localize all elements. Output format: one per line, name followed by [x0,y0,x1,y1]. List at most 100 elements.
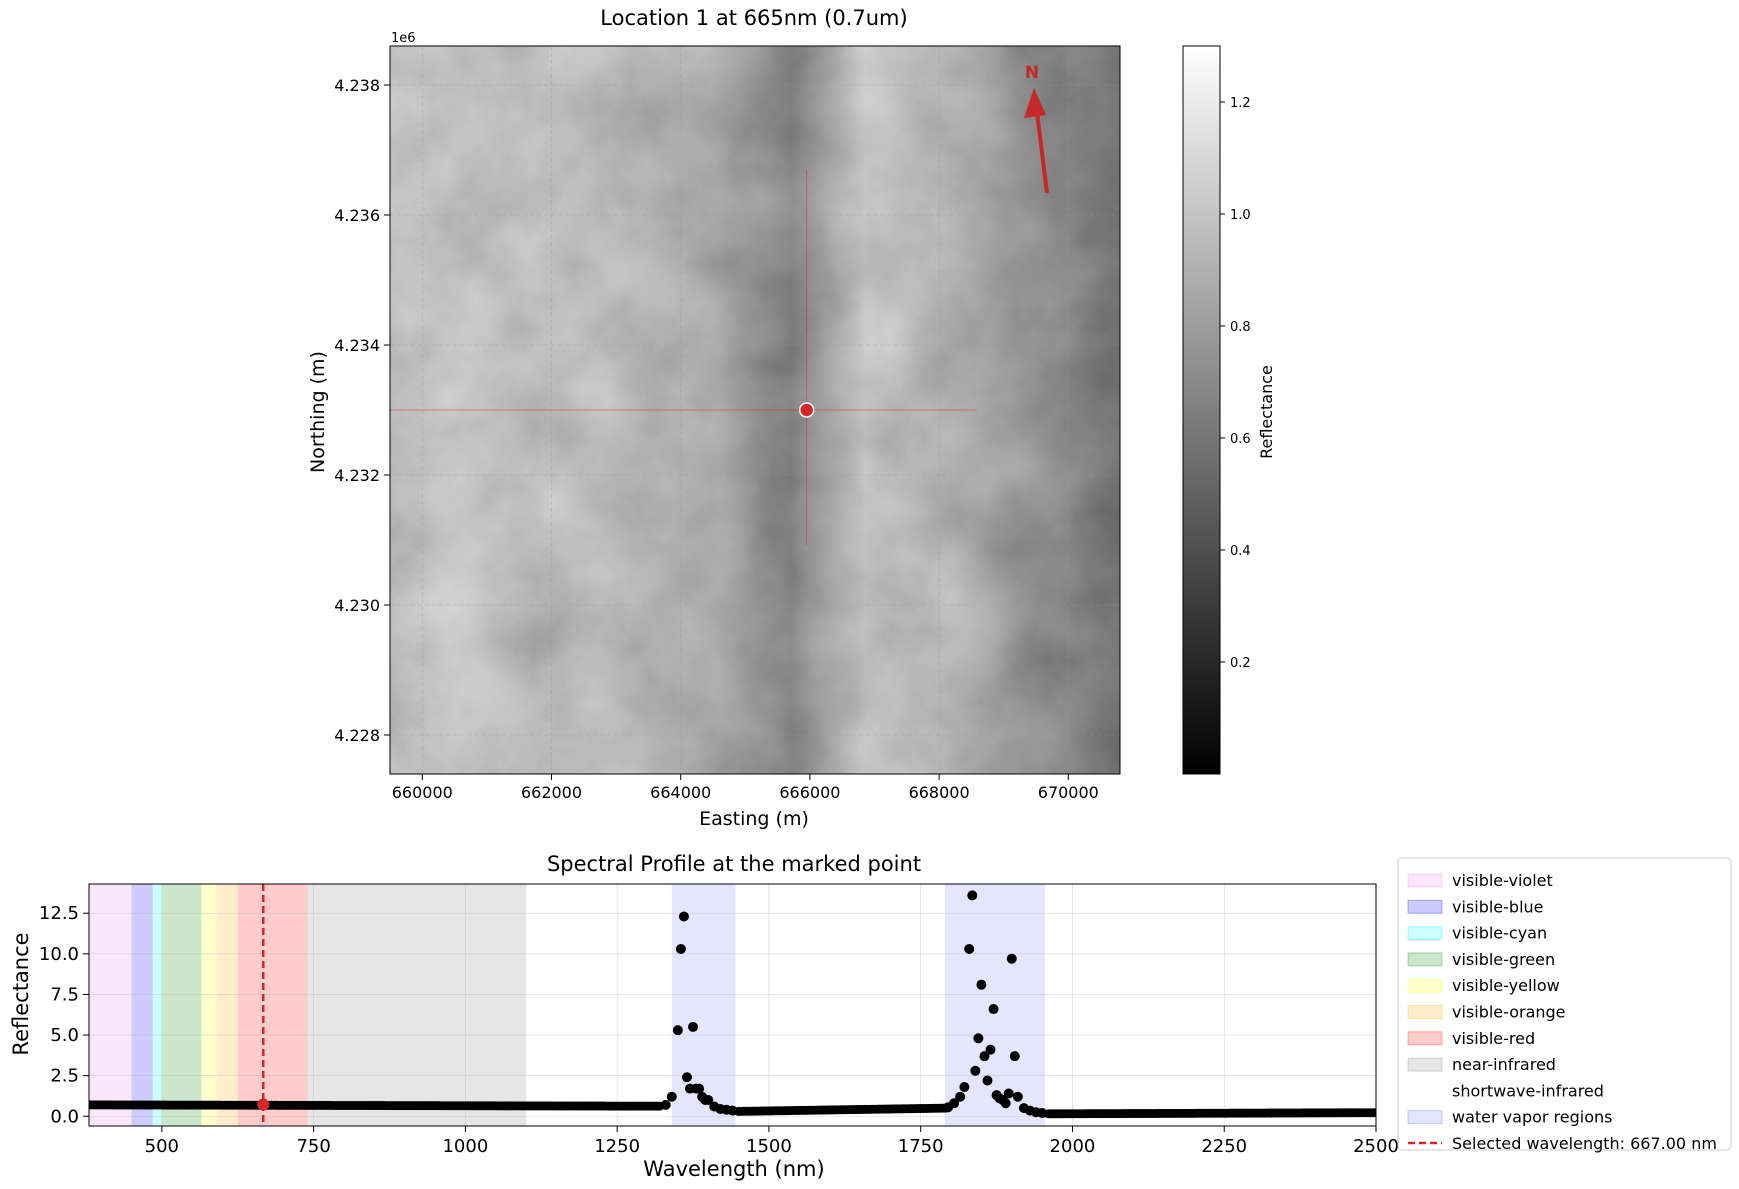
spectral-y-tick-label: 7.5 [50,984,79,1005]
legend-label: water vapor regions [1452,1108,1613,1127]
data-point [1012,1091,1023,1102]
legend-label: near-infrared [1452,1055,1556,1074]
data-point [988,1004,999,1015]
map-x-tick-label: 668000 [909,783,970,802]
data-point [672,1025,683,1036]
data-point [666,1091,677,1102]
map-title: Location 1 at 665nm (0.7um) [600,6,907,30]
north-arrow-label: N [1025,63,1039,83]
map-y-tick-label: 4.236 [334,206,380,225]
map-y-ticks: 4.228 4.230 4.232 4.234 4.236 4.238 [334,76,390,745]
map-x-label: Easting (m) [699,808,809,830]
map-x-tick-label: 662000 [521,783,582,802]
colorbar-tick-label: 0.6 [1230,432,1251,447]
data-point [1006,953,1017,964]
colorbar: 0.2 0.4 0.6 0.8 1.0 1.2 Reflectance [1182,45,1276,775]
band-visible-green [161,884,202,1126]
selected-wavelength [257,884,270,1126]
band-visible-yellow [201,884,217,1126]
legend-label: visible-orange [1452,1003,1566,1022]
spectral-x-tick-label: 750 [296,1136,330,1157]
map-y-tick-label: 4.228 [334,726,380,745]
spectral-panel: 500 750 1000 1250 1500 1750 2000 2250 2500 0.0 2.… [9,883,1399,1181]
legend-label: shortwave-infrared [1452,1081,1604,1100]
legend-box [1397,857,1732,1151]
spectral-legend: visible-violet visible-blue visible-cyan vi… [1397,857,1732,1153]
legend-swatch [1407,952,1443,967]
band-water-vapor-regions [671,884,736,1126]
map-panel: N 660000 662000 664000 666000 668000 670000 4… [307,31,1121,830]
data-point [955,1091,966,1102]
spectral-x-tick-label: 500 [145,1136,179,1157]
spectral-x-label: Wavelength (nm) [643,1157,824,1181]
legend-swatch [1407,1110,1443,1125]
legend-label: visible-red [1452,1029,1535,1048]
map-y-label: Northing (m) [307,351,329,473]
data-point [1009,1051,1020,1062]
map-y-offset: 1e6 [391,31,416,46]
marked-point [798,402,815,418]
spectral-x-tick-label: 1750 [898,1136,944,1157]
data-point [1037,1108,1048,1119]
spectral-y-label: Reflectance [9,932,33,1055]
data-point [967,890,978,901]
legend-label: visible-yellow [1452,976,1560,995]
spectral-y-ticks: 0.0 2.5 5.0 7.5 10.0 12.5 [39,903,89,1127]
legend-swatch [1407,899,1443,914]
map-x-ticks: 660000 662000 664000 666000 668000 670000 [392,774,1099,802]
spectral-y-tick-label: 12.5 [39,903,79,924]
spectral-y-tick-label: 5.0 [50,1025,79,1046]
data-point [681,1072,692,1083]
data-point [982,1075,993,1086]
colorbar-gradient [1182,45,1221,775]
spectral-title: Spectral Profile at the marked point [547,852,921,876]
colorbar-tick-label: 1.2 [1230,96,1251,111]
spectral-x-ticks: 500 750 1000 1250 1500 1750 2000 2250 2500 [145,1126,1399,1157]
colorbar-tick-label: 0.8 [1230,320,1251,335]
colorbar-label: Reflectance [1257,365,1276,459]
legend-swatch [1407,1057,1443,1072]
spectral-x-tick-label: 2250 [1201,1136,1247,1157]
map-y-tick-label: 4.234 [334,336,380,355]
legend-label: visible-green [1452,950,1555,969]
data-point [703,1095,714,1106]
map-x-tick-label: 660000 [392,783,453,802]
map-x-tick-label: 670000 [1038,783,1099,802]
data-point [678,911,689,922]
colorbar-tick-label: 1.0 [1230,208,1251,223]
band-near-infrared [307,884,527,1126]
data-point [964,943,975,954]
data-point [959,1082,970,1093]
legend-swatch [1407,1005,1443,1019]
spectral-grid [89,884,1377,1126]
legend-swatch [1407,926,1443,941]
data-point [1000,1098,1011,1109]
map-frame [389,45,1121,775]
data-point [660,1099,671,1110]
map-y-tick-label: 4.230 [334,596,380,615]
data-point [985,1044,996,1055]
spectral-x-tick-label: 2500 [1353,1136,1399,1157]
legend-swatch [1407,1031,1443,1046]
spectral-x-tick-label: 1500 [746,1136,792,1157]
spectral-bands [89,884,1046,1126]
spectral-y-tick-label: 2.5 [50,1066,79,1087]
legend-swatch [1407,978,1443,993]
band-visible-cyan [152,884,162,1126]
spectral-x-tick-label: 1000 [442,1136,488,1157]
map-y-tick-label: 4.238 [334,76,380,95]
colorbar-tick-label: 0.2 [1230,656,1251,671]
data-point [675,943,686,954]
data-point [949,1098,960,1109]
colorbar-ticks: 0.2 0.4 0.6 0.8 1.0 1.2 [1220,96,1251,671]
north-arrow-icon: N [1024,63,1049,194]
map-crosshair [390,170,977,545]
data-point [694,1083,705,1094]
data-point [688,1021,699,1032]
spectral-frame [88,883,1377,1127]
legend-label: Selected wavelength: 667.00 nm [1452,1134,1717,1153]
map-x-tick-label: 664000 [650,783,711,802]
spectral-y-tick-label: 10.0 [39,944,79,965]
band-visible-violet [89,884,132,1126]
